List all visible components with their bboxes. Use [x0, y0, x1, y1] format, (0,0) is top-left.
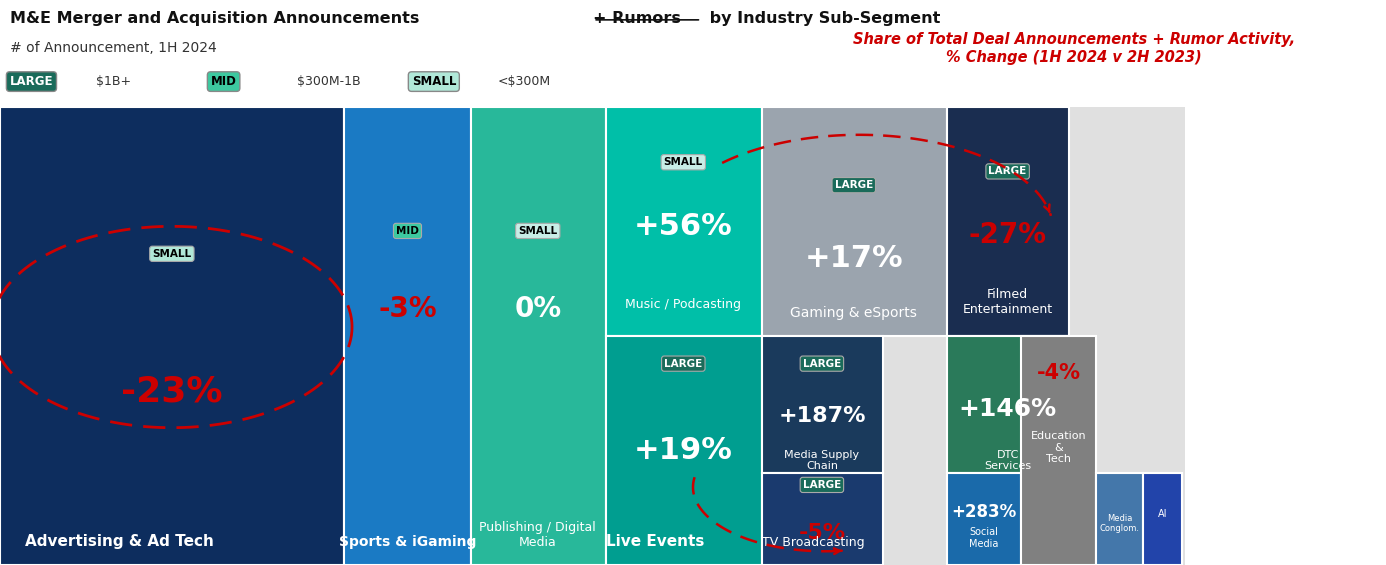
Text: MID: MID: [211, 75, 237, 88]
Text: + Rumors: + Rumors: [593, 11, 681, 26]
Text: +56%: +56%: [633, 212, 733, 241]
Text: Filmed
Entertainment: Filmed Entertainment: [962, 288, 1053, 316]
Bar: [1143, 473, 1182, 565]
Bar: [1021, 336, 1096, 565]
Bar: [0, 107, 344, 565]
Text: TV Broadcasting: TV Broadcasting: [762, 536, 865, 549]
Text: LARGE: LARGE: [802, 359, 841, 368]
Text: LARGE: LARGE: [664, 359, 703, 368]
Text: -4%: -4%: [1037, 363, 1081, 383]
Text: +283%: +283%: [951, 503, 1017, 521]
Text: -3%: -3%: [378, 295, 437, 323]
Bar: [762, 473, 883, 565]
Text: LARGE: LARGE: [10, 75, 53, 88]
Text: AI: AI: [1159, 509, 1167, 519]
Text: <$300M: <$300M: [498, 75, 550, 88]
Text: -27%: -27%: [969, 221, 1046, 250]
Text: # of Announcement, 1H 2024: # of Announcement, 1H 2024: [10, 41, 216, 55]
Bar: [471, 107, 606, 565]
Text: Live Events: Live Events: [606, 534, 704, 549]
Text: -5%: -5%: [798, 523, 845, 543]
Bar: [344, 107, 471, 565]
Text: +17%: +17%: [804, 244, 904, 273]
Bar: [762, 336, 883, 473]
Text: 0%: 0%: [514, 295, 561, 323]
Text: +146%: +146%: [959, 397, 1056, 421]
Text: Media
Conglom.: Media Conglom.: [1100, 514, 1139, 533]
Text: DTC
Services: DTC Services: [984, 450, 1031, 471]
Text: $300M-1B: $300M-1B: [297, 75, 360, 88]
Bar: [947, 107, 1069, 336]
Text: SMALL: SMALL: [152, 249, 191, 259]
Text: Education
&
Tech: Education & Tech: [1031, 431, 1087, 464]
Text: Publishing / Digital
Media: Publishing / Digital Media: [480, 521, 596, 549]
Text: MID: MID: [396, 226, 419, 236]
Text: M&E Merger and Acquisition Announcements: M&E Merger and Acquisition Announcements: [10, 11, 424, 26]
Bar: [947, 336, 1069, 473]
Text: Gaming & eSports: Gaming & eSports: [790, 306, 918, 320]
Text: SMALL: SMALL: [412, 75, 456, 88]
Text: $1B+: $1B+: [96, 75, 130, 88]
Text: Social
Media: Social Media: [969, 527, 999, 549]
Text: Advertising & Ad Tech: Advertising & Ad Tech: [25, 534, 213, 549]
Text: Music / Podcasting: Music / Podcasting: [625, 298, 742, 311]
Bar: [606, 107, 762, 336]
Bar: [947, 473, 1021, 565]
Bar: [606, 336, 762, 565]
Text: by Industry Sub-Segment: by Industry Sub-Segment: [704, 11, 941, 26]
Text: Share of Total Deal Announcements + Rumor Activity,
% Change (1H 2024 v 2H 2023): Share of Total Deal Announcements + Rumo…: [854, 32, 1295, 64]
Text: SMALL: SMALL: [664, 157, 703, 167]
Text: LARGE: LARGE: [802, 480, 841, 490]
Text: Media Supply
Chain: Media Supply Chain: [784, 450, 859, 471]
Text: +187%: +187%: [778, 406, 866, 426]
Bar: [1096, 473, 1143, 565]
Text: Sports & iGaming: Sports & iGaming: [338, 535, 477, 549]
Text: -23%: -23%: [121, 374, 223, 408]
Text: LARGE: LARGE: [988, 167, 1027, 176]
Text: SMALL: SMALL: [518, 226, 557, 236]
Bar: [762, 107, 947, 336]
Text: LARGE: LARGE: [834, 180, 873, 190]
Text: +19%: +19%: [633, 436, 733, 465]
